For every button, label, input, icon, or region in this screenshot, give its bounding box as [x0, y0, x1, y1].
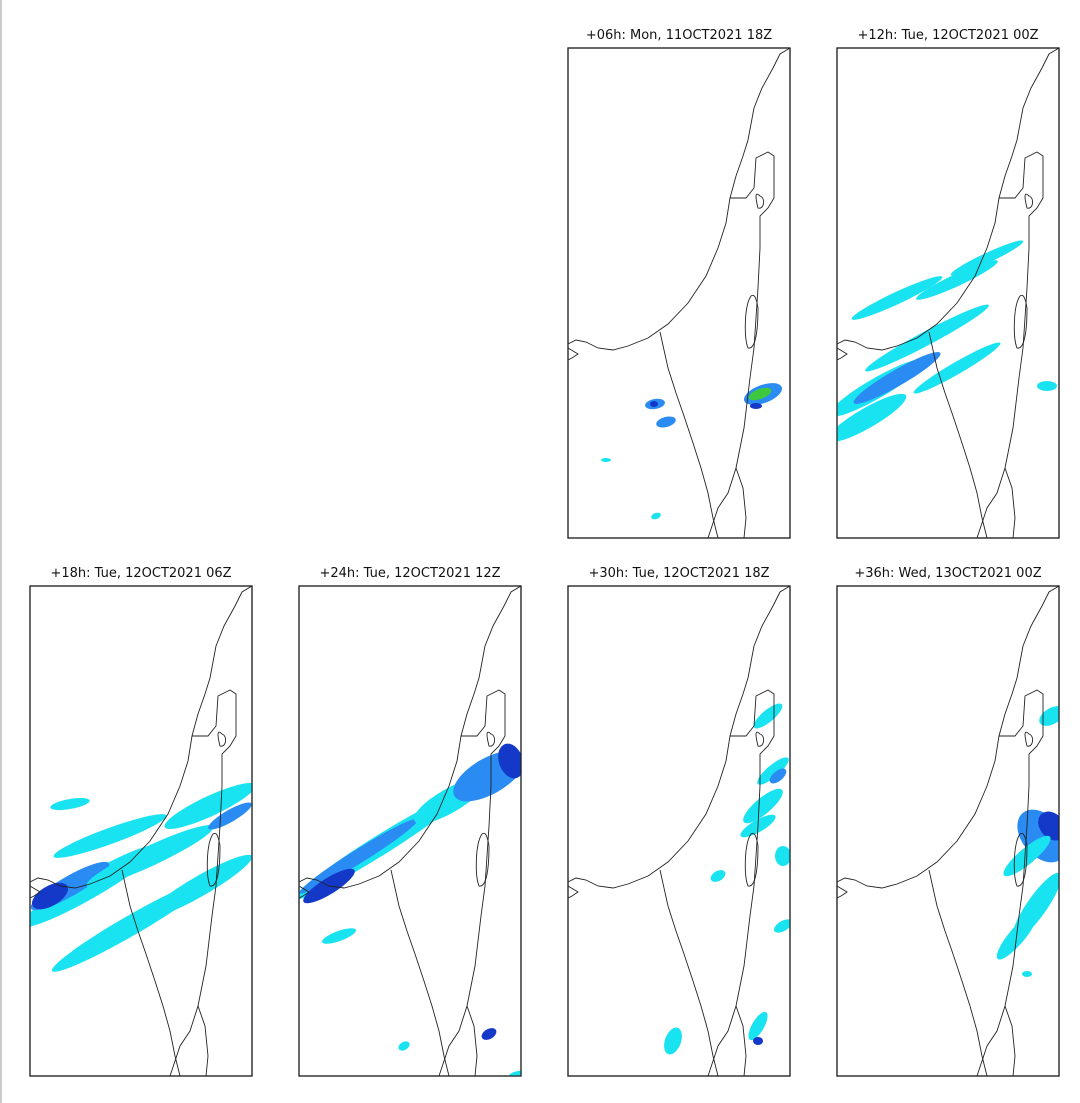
- panel-border: [836, 585, 1060, 1077]
- precipitation-area: [757, 757, 789, 785]
- precipitation-area: [865, 304, 989, 372]
- precipitation-layer: [837, 586, 1059, 1076]
- precipitation-area: [837, 393, 907, 443]
- precipitation-area: [656, 416, 676, 428]
- precipitation-area: [86, 825, 214, 887]
- panel-border: [298, 585, 522, 1077]
- panel-border: [567, 585, 791, 1077]
- panel-title: +36h: Wed, 13OCT2021 00Z: [854, 566, 1041, 581]
- precipitation-area: [853, 352, 941, 404]
- panel-frame: [836, 47, 1060, 539]
- precipitation-area: [950, 240, 1024, 276]
- panel-frame: [567, 47, 791, 539]
- precipitation-layer: [568, 586, 790, 1076]
- precipitation-area: [31, 882, 69, 910]
- panel-title: +24h: Tue, 12OCT2021 12Z: [319, 566, 500, 581]
- precipitation-area: [1039, 706, 1059, 726]
- forecast-panel: [567, 585, 791, 1077]
- precipitation-area: [1037, 381, 1057, 391]
- precipitation-area: [50, 797, 90, 811]
- precipitation-area: [773, 919, 790, 933]
- precipitation-area: [769, 768, 787, 784]
- forecast-panel: [29, 585, 253, 1077]
- precipitation-area: [743, 788, 783, 824]
- precipitation-layer: [30, 586, 252, 1076]
- precipitation-area: [775, 846, 790, 866]
- precipitation-area: [601, 458, 611, 462]
- forecast-panel: [298, 585, 522, 1077]
- precipitation-area: [509, 1070, 521, 1076]
- precipitation-layer: [837, 48, 1059, 538]
- precipitation-layer: [568, 48, 790, 538]
- forecast-panel: [836, 585, 1060, 1077]
- precipitation-area: [147, 854, 252, 918]
- precipitation-area: [851, 276, 943, 320]
- precipitation-area: [750, 403, 762, 409]
- panel-border: [836, 47, 1060, 539]
- precipitation-area: [753, 703, 783, 729]
- precipitation-layer: [299, 586, 521, 1076]
- precipitation-area: [398, 1041, 410, 1051]
- precipitation-area: [53, 814, 167, 858]
- precipitation-area: [748, 387, 772, 401]
- precipitation-area: [748, 1011, 768, 1041]
- precipitation-area: [321, 928, 357, 944]
- panel-title: +12h: Tue, 12OCT2021 00Z: [857, 28, 1038, 43]
- precipitation-area: [650, 401, 658, 407]
- panel-title: +06h: Mon, 11OCT2021 18Z: [586, 28, 772, 43]
- precipitation-area: [913, 342, 1001, 394]
- precipitation-area: [1022, 971, 1032, 977]
- forecast-panel: [836, 47, 1060, 539]
- precipitation-area: [664, 1027, 682, 1055]
- precipitation-area: [481, 1028, 497, 1040]
- precipitation-area: [164, 783, 252, 829]
- precipitation-area: [651, 512, 661, 520]
- precipitation-area: [710, 870, 726, 882]
- panel-title: +30h: Tue, 12OCT2021 18Z: [588, 566, 769, 581]
- panel-border: [567, 47, 791, 539]
- panel-border: [29, 585, 253, 1077]
- precipitation-area: [753, 1037, 763, 1045]
- panel-title: +18h: Tue, 12OCT2021 06Z: [50, 566, 231, 581]
- precipitation-area: [208, 802, 252, 830]
- precipitation-area: [498, 743, 521, 779]
- forecast-panel: [567, 47, 791, 539]
- precipitation-area: [299, 818, 419, 894]
